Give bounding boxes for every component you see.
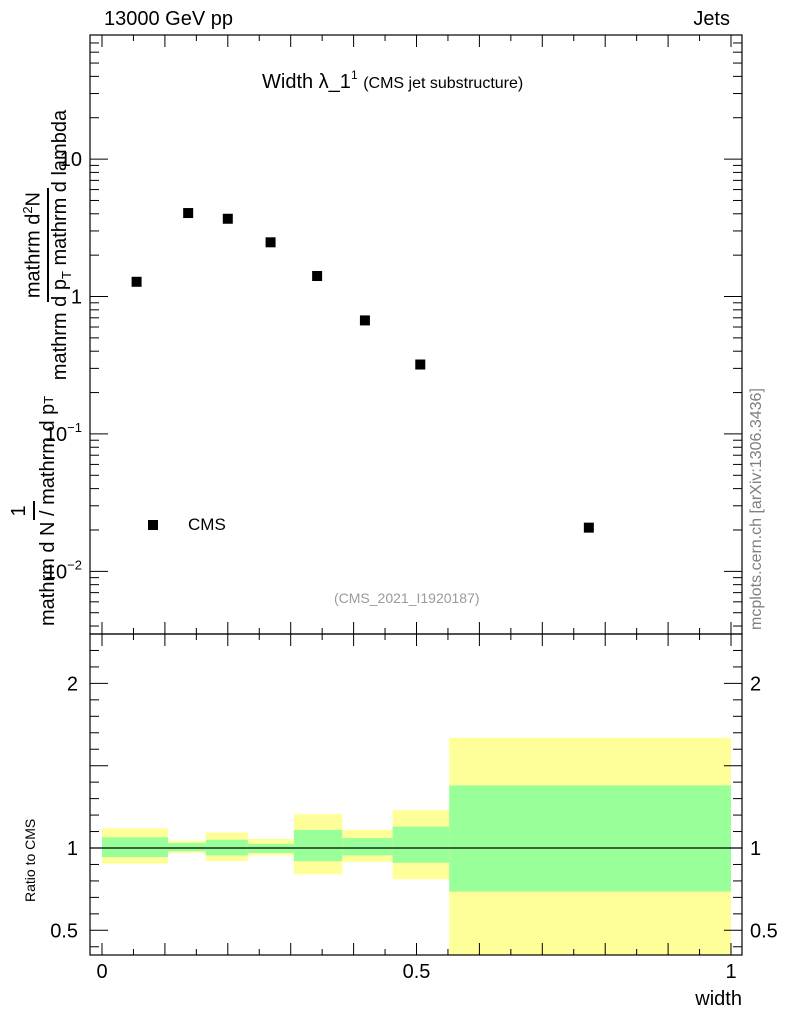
analysis-id: (CMS_2021_I1920187) <box>334 590 480 606</box>
data-point-0 <box>131 276 142 287</box>
inner-band-4 <box>293 829 343 862</box>
data-point-6 <box>415 359 426 370</box>
plot-title-sup: 1 <box>350 68 358 82</box>
y-tick-label-left-1: 1 <box>67 838 78 860</box>
inner-band-7 <box>449 785 731 892</box>
y-tick-label-top-1: 10−1 <box>45 420 82 446</box>
y-tick-label-top-0: 10−2 <box>45 557 82 583</box>
data-point-5 <box>359 315 370 326</box>
y-tick-label-left-0: 0.5 <box>50 920 78 942</box>
top-frame <box>89 34 743 635</box>
x-tick-label-2: 1 <box>725 961 736 983</box>
y-tick-label-right-1: 1 <box>750 838 761 860</box>
ylabel-inner-denominator-sub: T <box>59 271 75 280</box>
y-tick-label-top-2: 1 <box>71 287 82 309</box>
data-point-7 <box>583 522 594 533</box>
ylabel-inner-denominator: mathrm d p <box>49 279 72 381</box>
y-tick-label-top-3: 10 <box>60 149 82 171</box>
cms-markers <box>131 208 594 533</box>
inner-band-6 <box>392 826 450 863</box>
legend-label-cms: CMS <box>188 515 226 534</box>
y-tick-label-right-2: 2 <box>750 673 761 695</box>
plot-title: Width λ_11 (CMS jet substructure) <box>262 68 523 94</box>
inner-band-0 <box>102 837 169 858</box>
tick-labels: 10−2 10−1 1 10 0.5 0.5 1 1 2 2 0 0.5 1 <box>45 149 778 983</box>
y-axis-label-ratio: Ratio to CMS <box>22 818 38 902</box>
plot-title-sub: (CMS jet substructure) <box>363 75 524 92</box>
ylabel-inner-numerator-tail: N <box>22 191 45 207</box>
y-tick-label-left-2: 2 <box>67 673 78 695</box>
x-tick-label-0: 0 <box>96 961 107 983</box>
x-tick-label-1: 0.5 <box>403 961 431 983</box>
plot-title-main: Width λ_1 <box>262 71 351 93</box>
ylabel-outer-denominator: mathrm d N / mathrm d p <box>37 403 59 626</box>
process-label: Jets <box>693 8 730 30</box>
ratio-bands <box>102 737 731 955</box>
energy-label: 13000 GeV pp <box>104 8 233 30</box>
inner-band-1 <box>168 843 206 852</box>
inner-band-5 <box>342 838 393 856</box>
ylabel-inner-numerator-sup: 2 <box>19 206 35 214</box>
ylabel-outer-denominator-sub: T <box>41 395 56 404</box>
data-point-2 <box>222 213 233 224</box>
ylabel-inner-denominator-tail: mathrm d lambda <box>49 109 72 272</box>
data-point-4 <box>312 271 323 282</box>
y-tick-label-right-0: 0.5 <box>750 920 778 942</box>
ylabel-inner-numerator: mathrm d <box>22 213 45 299</box>
x-axis-label: width <box>695 988 742 1010</box>
data-point-1 <box>183 208 194 219</box>
data-point-3 <box>265 237 276 248</box>
source-credit: mcplots.cern.ch [arXiv:1306.3436] <box>748 388 765 630</box>
legend-square <box>148 520 158 530</box>
legend-marker <box>148 520 158 530</box>
axes <box>89 34 743 956</box>
ylabel-outer-numerator: 1 <box>8 501 35 521</box>
